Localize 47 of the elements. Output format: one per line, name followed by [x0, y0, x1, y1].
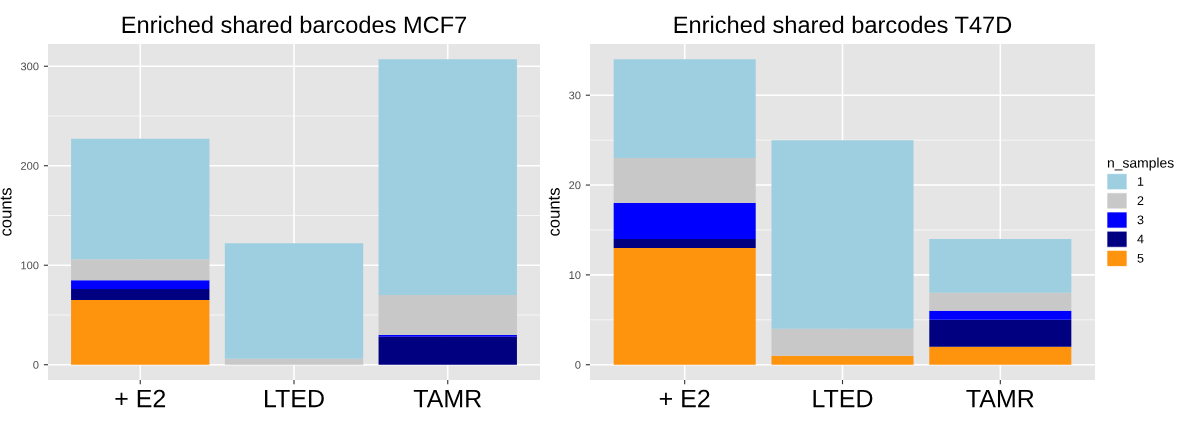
- legend-label: 3: [1137, 215, 1144, 225]
- y-tick-label: 0: [575, 360, 581, 369]
- legend-label: 2: [1137, 196, 1144, 205]
- y-axis-title: counts: [0, 188, 12, 236]
- bar: [771, 140, 914, 329]
- bar: [929, 310, 1072, 320]
- y-tick-label: 0: [33, 360, 39, 369]
- bar: [929, 346, 1072, 365]
- bar: [613, 203, 756, 239]
- y-tick-label: 200: [20, 162, 39, 170]
- chart-title: Enriched shared barcodes T47D: [674, 15, 1012, 34]
- x-tick-label: TAMR: [413, 389, 482, 408]
- y-tick-label: 100: [21, 261, 39, 270]
- bar: [71, 138, 210, 260]
- y-tick-label: 10: [569, 271, 581, 280]
- bar: [378, 59, 517, 296]
- bar: [224, 358, 364, 365]
- bar: [613, 158, 756, 204]
- bar: [71, 259, 210, 281]
- y-tick-label: 30: [569, 91, 581, 100]
- x-tick-label: LTED: [265, 389, 324, 408]
- bar: [71, 280, 210, 290]
- bar: [71, 300, 210, 365]
- bar: [929, 238, 1072, 293]
- x-tick-label: + E2: [115, 389, 166, 408]
- x-tick-label: TAMR: [966, 389, 1034, 408]
- bar: [71, 289, 210, 301]
- x-tick-label: LTED: [813, 389, 873, 408]
- bar: [613, 59, 756, 159]
- legend-label: 1: [1137, 177, 1144, 186]
- y-axis-title: counts: [548, 188, 560, 236]
- bar: [378, 295, 517, 335]
- legend-label: 5: [1137, 253, 1144, 263]
- bar: [613, 247, 756, 365]
- bar: [929, 319, 1072, 347]
- bar: [929, 292, 1072, 311]
- bar: [224, 243, 364, 359]
- chart-title: Enriched shared barcodes MCF7: [122, 15, 467, 34]
- legend-title: n_samples: [1107, 157, 1174, 171]
- bar: [771, 328, 914, 356]
- bar: [613, 238, 756, 248]
- bar: [378, 336, 517, 365]
- y-tick-label: 300: [20, 62, 39, 71]
- y-tick-label: 20: [569, 181, 581, 190]
- x-tick-label: + E2: [659, 389, 710, 408]
- bar: [771, 355, 914, 365]
- legend-label: 4: [1137, 234, 1144, 244]
